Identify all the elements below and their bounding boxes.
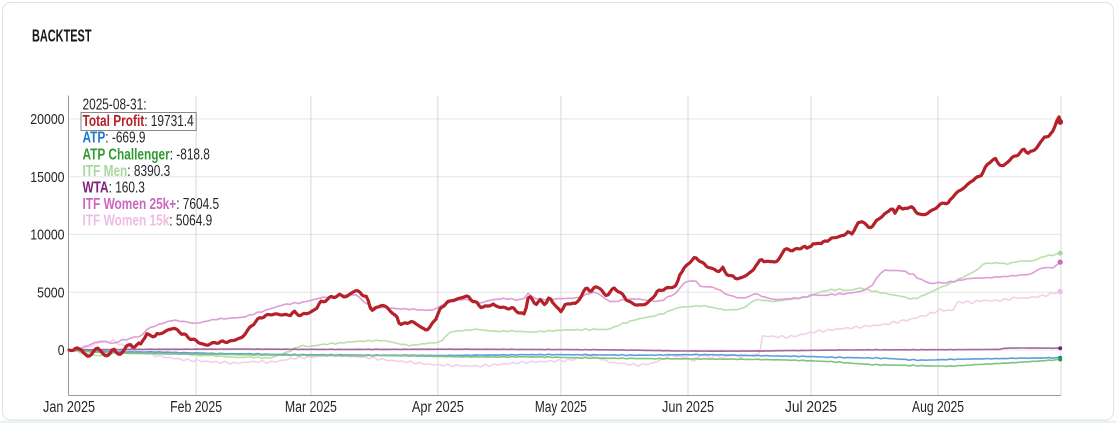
svg-text:: 7604.5: : 7604.5 [176, 196, 219, 213]
svg-text:ATP: ATP [83, 130, 106, 147]
svg-text:ITF Women 15k: ITF Women 15k [83, 213, 170, 230]
svg-text:2025-08-31:: 2025-08-31: [83, 97, 147, 114]
svg-text:May 2025: May 2025 [535, 399, 587, 416]
svg-text:ITF Women 25k+: ITF Women 25k+ [83, 196, 177, 213]
svg-text:Total Profit: Total Profit [83, 113, 145, 130]
svg-text:15000: 15000 [30, 169, 64, 186]
svg-text:: 19731.4: : 19731.4 [144, 113, 194, 130]
svg-text:Jun 2025: Jun 2025 [662, 399, 714, 416]
svg-text:Jul 2025: Jul 2025 [785, 399, 837, 416]
svg-text:: -818.8: : -818.8 [170, 146, 210, 163]
svg-text:20000: 20000 [30, 111, 64, 128]
svg-text:Mar 2025: Mar 2025 [285, 399, 337, 416]
svg-text:10000: 10000 [30, 227, 64, 244]
svg-text:BACKTEST: BACKTEST [32, 26, 92, 46]
svg-text:Apr 2025: Apr 2025 [412, 399, 464, 416]
svg-text:Aug 2025: Aug 2025 [912, 399, 964, 416]
svg-text:ITF Men: ITF Men [83, 163, 128, 180]
svg-text:: -669.9: : -669.9 [105, 130, 145, 147]
svg-text:WTA: WTA [83, 179, 109, 196]
svg-text:ATP Challenger: ATP Challenger [83, 146, 170, 163]
svg-text:0: 0 [58, 342, 65, 359]
svg-text:5000: 5000 [37, 284, 64, 301]
svg-text:Jan 2025: Jan 2025 [43, 399, 95, 416]
svg-text:: 8390.3: : 8390.3 [127, 163, 170, 180]
svg-text:: 160.3: : 160.3 [109, 179, 145, 196]
svg-text:: 5064.9: : 5064.9 [169, 213, 212, 230]
svg-text:Feb 2025: Feb 2025 [170, 399, 222, 416]
